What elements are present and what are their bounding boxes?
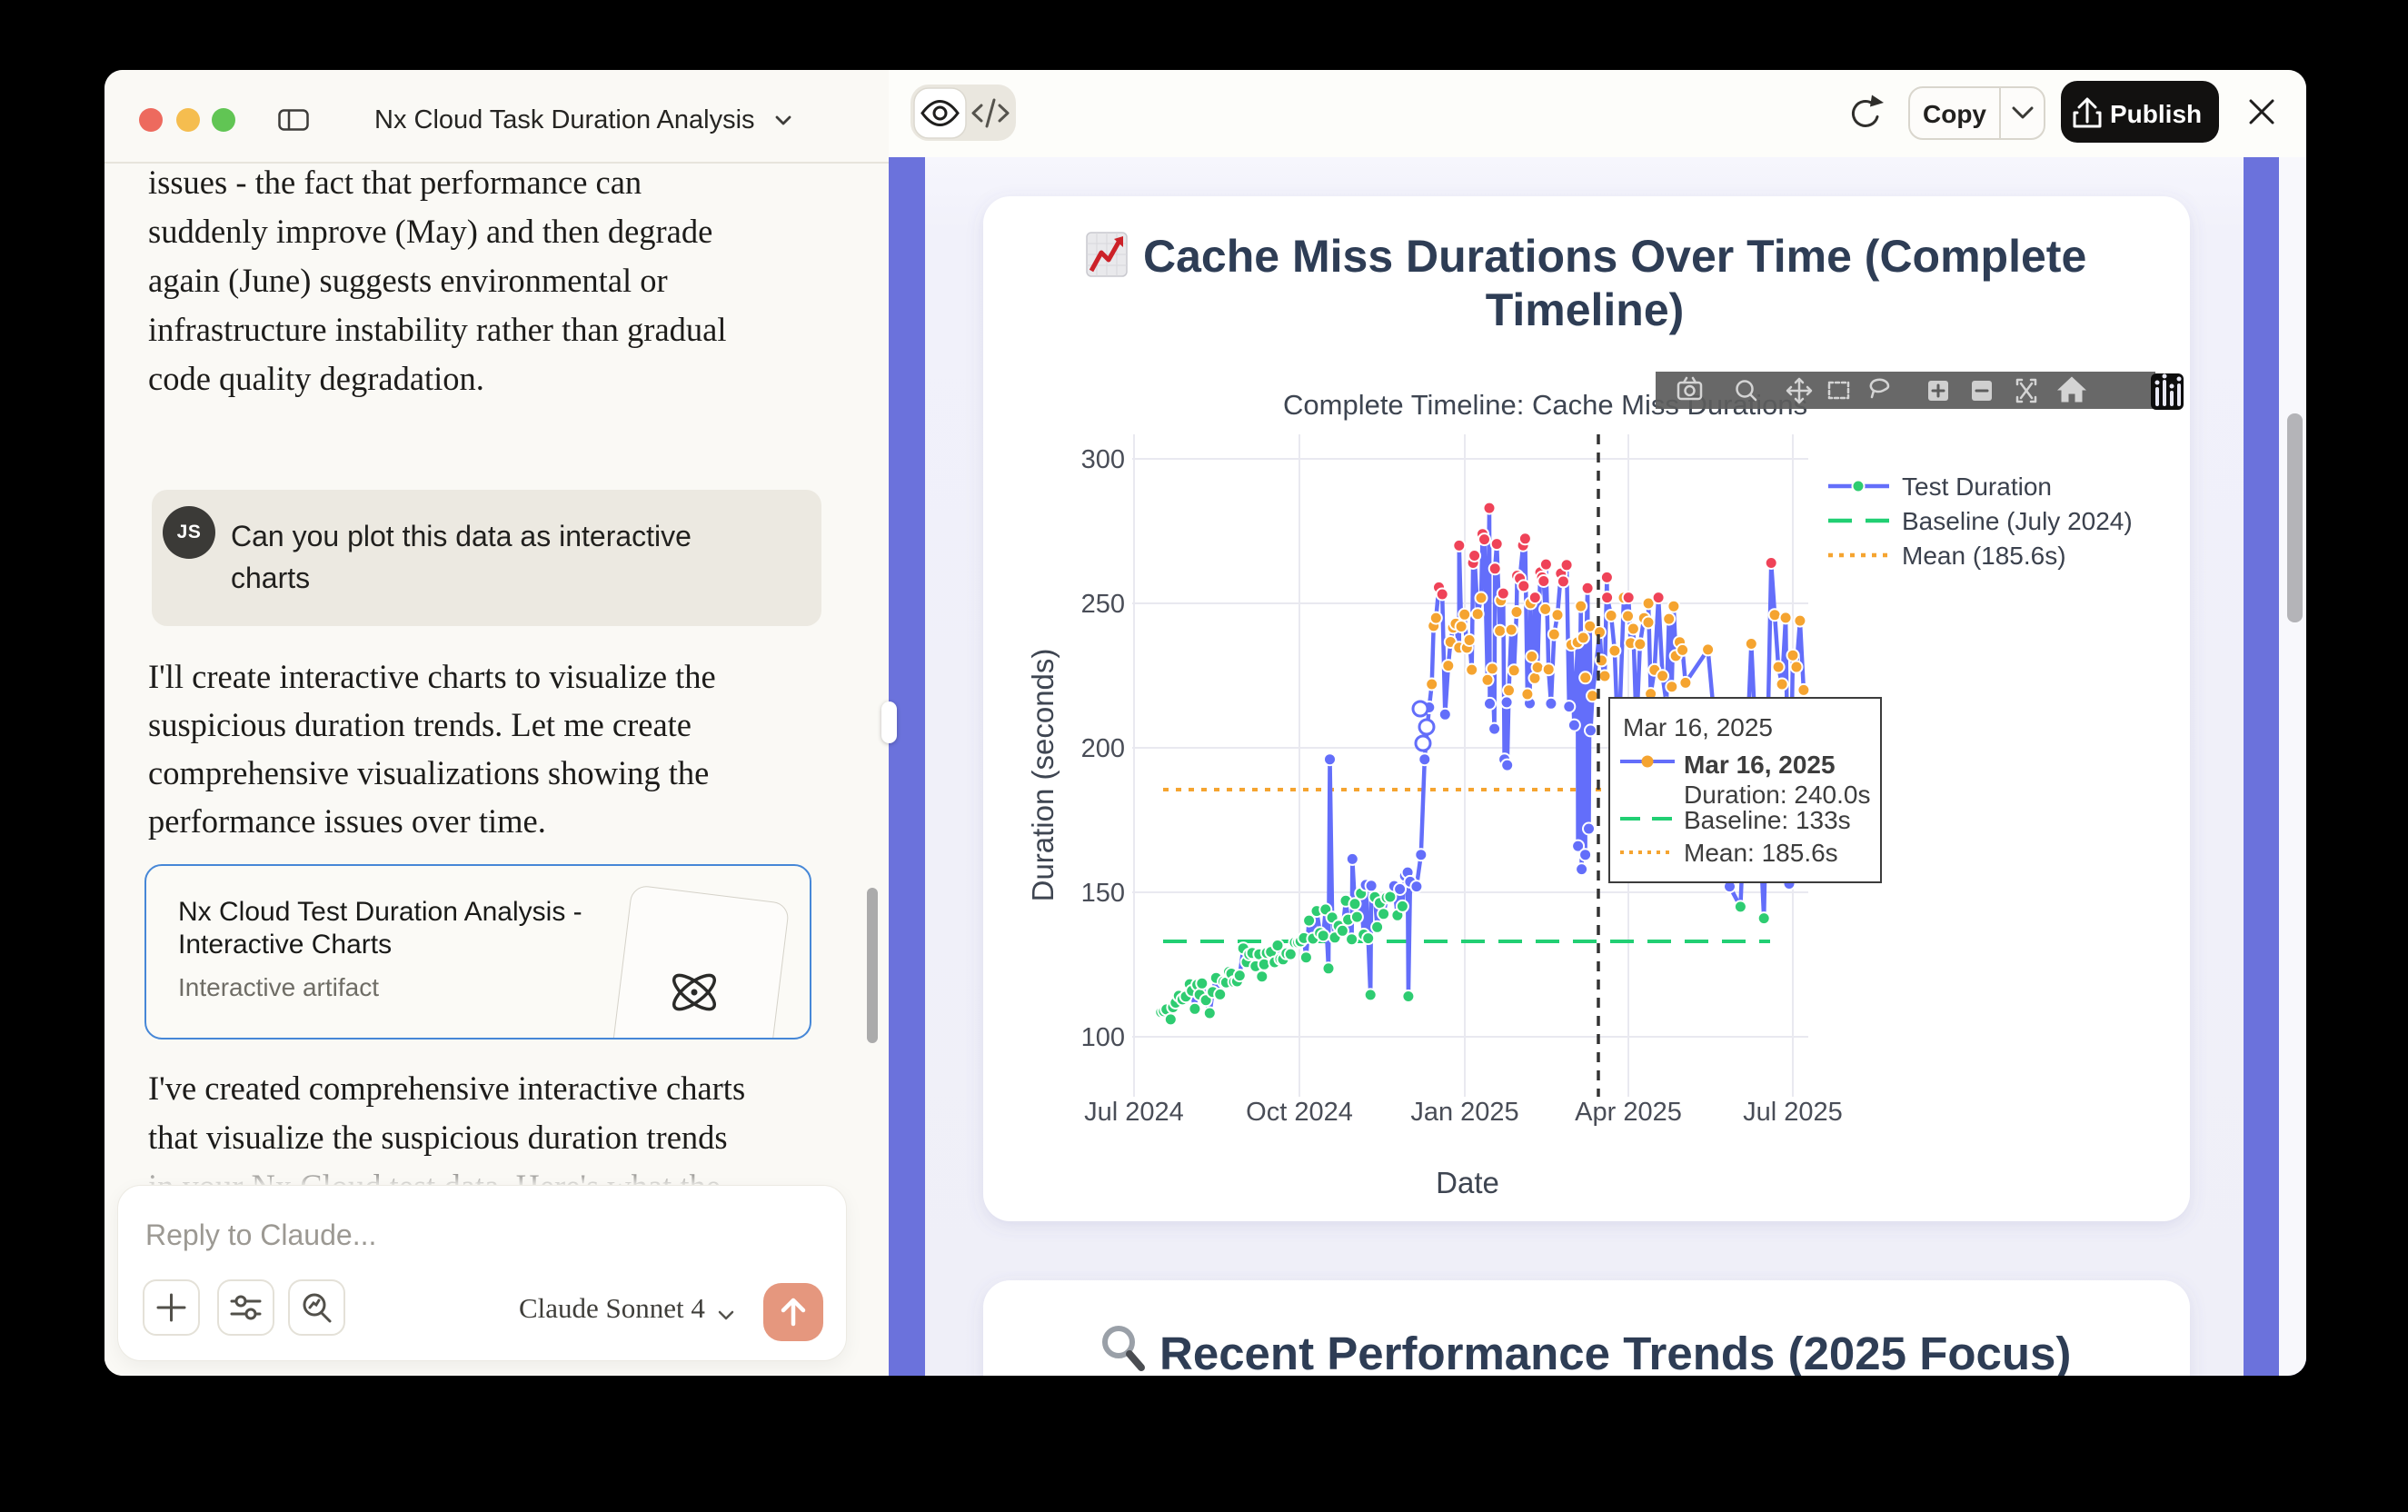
svg-text:Recent Performance Trends (202: Recent Performance Trends (2025 Focus)	[1159, 1328, 2071, 1376]
svg-text:Date: Date	[1436, 1166, 1499, 1199]
svg-text:Apr 2025: Apr 2025	[1575, 1098, 1682, 1127]
svg-text:150: 150	[1081, 879, 1125, 908]
svg-text:Mar 16, 2025: Mar 16, 2025	[1623, 713, 1773, 741]
svg-text:Test Duration: Test Duration	[1902, 472, 2052, 501]
svg-text:250: 250	[1081, 590, 1125, 619]
svg-text:Baseline (July 2024): Baseline (July 2024)	[1902, 507, 2133, 535]
svg-text:300: 300	[1081, 445, 1125, 474]
svg-text:Mean: 185.6s: Mean: 185.6s	[1684, 839, 1838, 867]
svg-text:200: 200	[1081, 734, 1125, 763]
svg-text:Copy: Copy	[1923, 100, 1986, 128]
svg-text:Mar 16, 2025: Mar 16, 2025	[1684, 751, 1836, 779]
svg-text:Mean (185.6s): Mean (185.6s)	[1902, 542, 2066, 570]
svg-text:Baseline: 133s: Baseline: 133s	[1684, 806, 1851, 834]
svg-text:Duration: 240.0s: Duration: 240.0s	[1684, 781, 1870, 809]
svg-text:Oct 2024: Oct 2024	[1246, 1098, 1353, 1127]
svg-text:Timeline): Timeline)	[1486, 284, 1685, 335]
svg-text:Jul 2024: Jul 2024	[1084, 1098, 1184, 1127]
svg-text:Duration (seconds): Duration (seconds)	[1026, 649, 1060, 902]
svg-text:Jan 2025: Jan 2025	[1410, 1098, 1518, 1127]
svg-text:Jul 2025: Jul 2025	[1743, 1098, 1843, 1127]
svg-text:Cache Miss Durations Over Time: Cache Miss Durations Over Time (Complete	[1143, 231, 2086, 282]
svg-text:Publish: Publish	[2110, 100, 2202, 128]
svg-text:100: 100	[1081, 1023, 1125, 1052]
